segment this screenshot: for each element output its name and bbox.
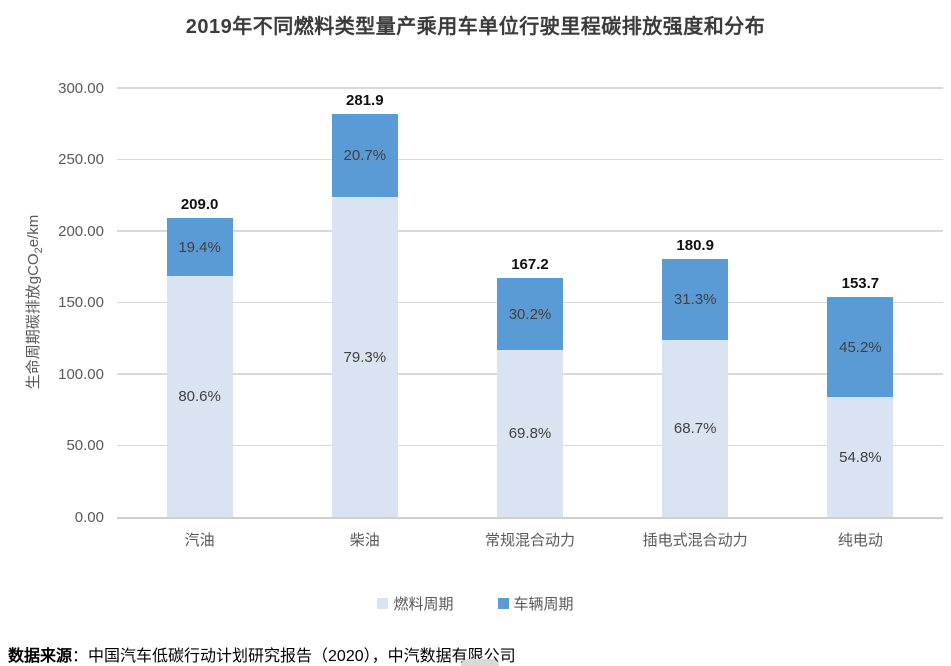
bar-segment-fuel-cycle: 54.8% — [827, 396, 894, 518]
x-axis-label: 常规混合动力 — [484, 532, 575, 549]
x-axis-label: 柴油 — [349, 532, 380, 549]
gridline — [117, 230, 943, 232]
y-tick-label: 0.00 — [74, 509, 104, 526]
bar-segment-fuel-cycle: 79.3% — [331, 197, 398, 518]
bar-segment-fuel-cycle: 69.8% — [497, 350, 563, 518]
y-tick-label: 200.00 — [58, 222, 104, 240]
legend-item-fuel-cycle: 燃料周期 — [377, 593, 454, 614]
bar-1: 20.7% 79.3% — [331, 113, 398, 518]
x-axis-label: 插电式混合动力 — [642, 532, 748, 549]
data-source-label: 数据来源 — [8, 648, 73, 665]
bar-segment-vehicle-cycle: 20.7% — [331, 113, 398, 198]
bar-segment-fuel-cycle: 80.6% — [166, 276, 233, 518]
bar-4: 45.2% 54.8% — [827, 297, 894, 518]
x-axis-label: 纯电动 — [837, 532, 883, 549]
y-tick-label: 300.00 — [58, 79, 104, 97]
bar-total-label: 167.2 — [511, 256, 549, 274]
data-source-text: ：中国汽车低碳行动计划研究报告（2020），中汽数据有限公司 — [72, 648, 516, 665]
y-tick-label: 150.00 — [58, 294, 104, 312]
bar-segment-vehicle-cycle: 30.2% — [497, 278, 563, 351]
chart-title: 2019年不同燃料类型量产乘用车单位行驶里程碳排放强度和分布 — [185, 16, 766, 38]
bar-2: 30.2% 69.8% — [497, 278, 563, 518]
bar-total-label: 153.7 — [841, 275, 880, 293]
gridline — [117, 158, 943, 161]
y-axis-title: 生命周期碳排放gCO2e/km — [22, 152, 45, 452]
legend-label: 车辆周期 — [513, 596, 574, 613]
bar-segment-vehicle-cycle: 45.2% — [827, 297, 894, 397]
bar-segment-vehicle-cycle: 31.3% — [662, 258, 729, 340]
legend: 燃料周期 车辆周期 — [0, 593, 951, 614]
legend-swatch-icon — [497, 598, 509, 609]
x-axis-line — [117, 516, 943, 519]
y-axis-title-subscript: 2 — [33, 247, 45, 254]
legend-swatch-icon — [377, 598, 389, 609]
window-edge-artifact — [461, 659, 499, 666]
bar-segment-fuel-cycle: 68.7% — [662, 339, 729, 518]
data-source: 数据来源：中国汽车低碳行动计划研究报告（2020），中汽数据有限公司 — [8, 642, 516, 666]
bar-segment-vehicle-cycle: 19.4% — [166, 218, 233, 277]
bar-3: 31.3% 68.7% — [662, 258, 729, 518]
bar-total-label: 281.9 — [346, 91, 384, 109]
y-tick-label: 100.00 — [58, 365, 104, 383]
bar-total-label: 180.9 — [676, 236, 714, 254]
legend-label: 燃料周期 — [393, 596, 454, 613]
y-tick-label: 50.00 — [66, 437, 104, 455]
x-axis-label: 汽油 — [184, 532, 215, 549]
y-tick-label: 250.00 — [58, 151, 104, 169]
bar-total-label: 209.0 — [180, 196, 219, 214]
legend-item-vehicle-cycle: 车辆周期 — [497, 593, 574, 614]
gridline — [117, 87, 943, 89]
bar-0: 19.4% 80.6% — [166, 218, 233, 518]
